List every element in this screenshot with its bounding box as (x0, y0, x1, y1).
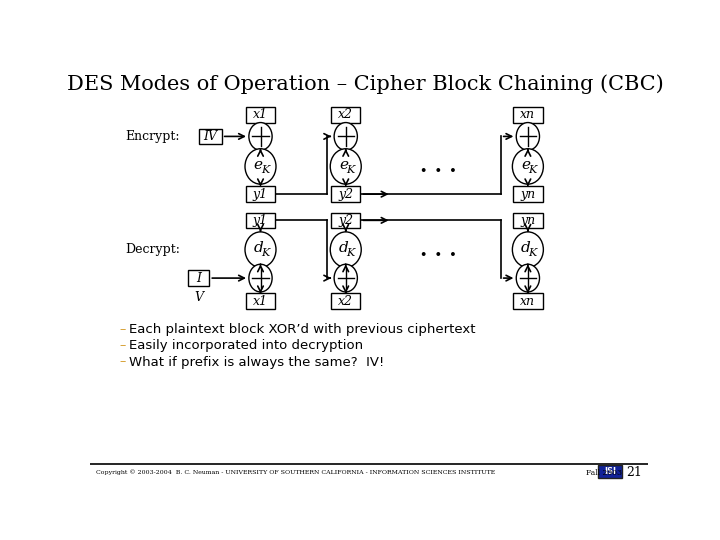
Text: DES Modes of Operation – Cipher Block Chaining (CBC): DES Modes of Operation – Cipher Block Ch… (67, 75, 664, 94)
Bar (513, 186, 543, 202)
Ellipse shape (249, 123, 272, 150)
Text: x1: x1 (253, 109, 268, 122)
Text: K: K (528, 248, 536, 259)
Bar (199, 129, 222, 144)
Bar (331, 213, 361, 228)
Text: Fall 2003: Fall 2003 (586, 469, 622, 477)
Text: . . .: . . . (420, 157, 457, 177)
Text: V: V (194, 291, 203, 304)
Ellipse shape (516, 264, 539, 292)
Bar (513, 213, 543, 228)
Text: –: – (120, 323, 126, 336)
Ellipse shape (245, 148, 276, 184)
Ellipse shape (513, 148, 544, 184)
Text: x2: x2 (338, 295, 354, 308)
Text: K: K (261, 165, 269, 176)
Text: What if prefix is always the same?  IV!: What if prefix is always the same? IV! (129, 355, 384, 368)
Text: IV: IV (203, 130, 217, 143)
Text: y2: y2 (338, 214, 354, 227)
Ellipse shape (334, 264, 357, 292)
Text: I: I (196, 272, 201, 285)
Ellipse shape (330, 148, 361, 184)
Bar (331, 107, 361, 123)
Bar (188, 271, 210, 286)
Text: x1: x1 (253, 295, 268, 308)
Text: e: e (339, 158, 348, 172)
Text: 21: 21 (626, 467, 642, 480)
Ellipse shape (516, 123, 539, 150)
Text: ISI: ISI (604, 467, 616, 476)
Text: x2: x2 (338, 109, 354, 122)
Text: xn: xn (521, 295, 536, 308)
Text: –: – (120, 339, 126, 353)
Bar (598, 465, 622, 477)
Ellipse shape (330, 232, 361, 267)
Bar (331, 186, 361, 202)
Text: Decrypt:: Decrypt: (125, 243, 180, 256)
Text: Each plaintext block XOR’d with previous ciphertext: Each plaintext block XOR’d with previous… (129, 323, 475, 336)
Text: –: – (120, 355, 126, 368)
Text: y2: y2 (338, 188, 354, 201)
Text: K: K (528, 165, 536, 176)
Bar (331, 293, 361, 309)
Text: K: K (346, 165, 354, 176)
Bar (513, 293, 543, 309)
Bar (246, 107, 275, 123)
Text: Encrypt:: Encrypt: (125, 130, 179, 143)
Text: Easily incorporated into decryption: Easily incorporated into decryption (129, 339, 363, 353)
Bar (246, 186, 275, 202)
Bar (513, 107, 543, 123)
Text: e: e (521, 158, 530, 172)
Text: xn: xn (521, 109, 536, 122)
Text: yn: yn (521, 214, 536, 227)
Ellipse shape (513, 232, 544, 267)
Text: yn: yn (521, 188, 536, 201)
Text: y1: y1 (253, 188, 268, 201)
Ellipse shape (245, 232, 276, 267)
Text: e: e (253, 158, 263, 172)
Text: y1: y1 (253, 214, 268, 227)
Text: Copyright © 2003-2004  B. C. Neuman - UNIVERSITY OF SOUTHERN CALIFORNIA - INFORM: Copyright © 2003-2004 B. C. Neuman - UNI… (96, 470, 495, 475)
Text: d: d (253, 241, 263, 255)
Ellipse shape (334, 123, 357, 150)
Text: d: d (338, 241, 348, 255)
Text: K: K (346, 248, 354, 259)
Bar (246, 213, 275, 228)
Text: . . .: . . . (420, 240, 457, 260)
Ellipse shape (249, 264, 272, 292)
Text: K: K (261, 248, 269, 259)
Bar (246, 293, 275, 309)
Text: d: d (521, 241, 531, 255)
